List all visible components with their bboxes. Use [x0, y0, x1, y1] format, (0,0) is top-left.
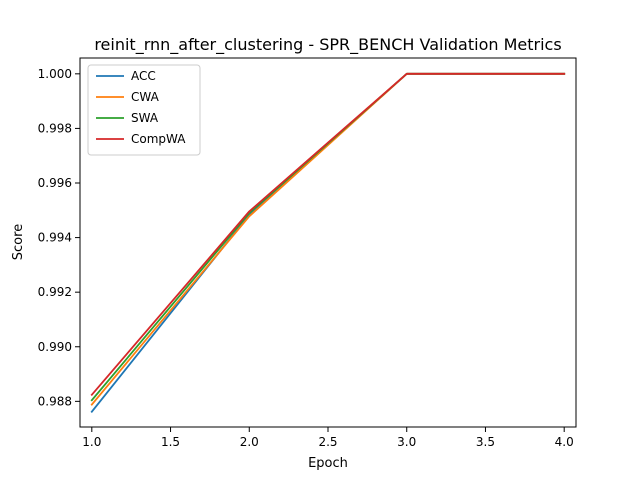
legend-box: [87, 64, 201, 156]
x-tick-label: 3.0: [397, 435, 416, 449]
legend-label-cwa: CWA: [131, 90, 160, 104]
y-tick-label: 0.990: [38, 340, 72, 354]
legend-label-compwa: CompWA: [131, 132, 186, 146]
x-tick-label: 4.0: [555, 435, 574, 449]
x-axis-label: Epoch: [308, 456, 348, 471]
series-layer: [90, 72, 566, 413]
y-axis-label: Score: [11, 224, 26, 260]
legend: ACC CWA SWA CompWA: [87, 64, 201, 156]
chart-title: reinit_rnn_after_clustering - SPR_BENCH …: [94, 35, 561, 55]
x-tick-label: 1.5: [161, 435, 180, 449]
x-tick-label: 2.0: [240, 435, 259, 449]
y-tick-label: 1.000: [38, 67, 72, 81]
legend-label-swa: SWA: [131, 111, 159, 125]
ticks-layer: 1.0 1.5 2.0 2.5 3.0 3.5 4.0 0.988 0.990 0.992 0.99…: [38, 67, 574, 449]
x-tick-label: 1.0: [82, 435, 101, 449]
x-tick-label: 3.5: [476, 435, 495, 449]
y-tick-label: 0.996: [38, 176, 72, 190]
x-tick-label: 2.5: [318, 435, 337, 449]
y-tick-label: 0.988: [38, 394, 72, 408]
y-tick-label: 0.992: [38, 285, 72, 299]
y-tick-label: 0.994: [38, 231, 72, 245]
y-tick-label: 0.998: [38, 121, 72, 135]
series-line-compwa: [90, 72, 566, 397]
legend-label-acc: ACC: [131, 69, 156, 83]
